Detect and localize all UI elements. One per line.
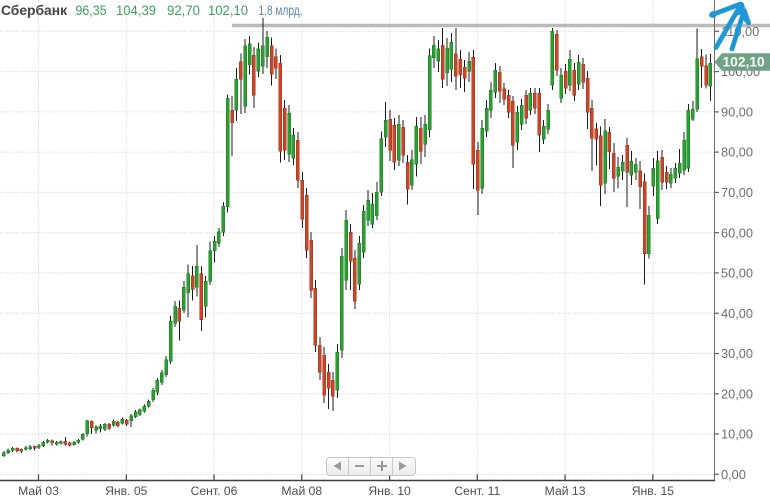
- svg-text:30,00: 30,00: [721, 346, 753, 361]
- svg-text:80,00: 80,00: [721, 145, 753, 160]
- svg-text:60,00: 60,00: [721, 225, 753, 240]
- svg-text:Янв. 10: Янв. 10: [368, 484, 411, 498]
- svg-text:92,70: 92,70: [167, 3, 200, 18]
- svg-text:70,00: 70,00: [721, 185, 753, 200]
- svg-text:Сбербанк: Сбербанк: [1, 3, 67, 18]
- svg-text:Май 13: Май 13: [545, 484, 586, 498]
- svg-text:102,10: 102,10: [208, 3, 248, 18]
- svg-text:102,10: 102,10: [723, 55, 766, 70]
- svg-text:Май 03: Май 03: [18, 484, 59, 498]
- svg-text:Сент. 11: Сент. 11: [454, 484, 500, 498]
- svg-text:110,00: 110,00: [721, 24, 759, 39]
- svg-text:10,00: 10,00: [721, 427, 753, 442]
- svg-text:Янв. 05: Янв. 05: [105, 484, 148, 498]
- svg-text:96,35: 96,35: [76, 3, 107, 18]
- svg-text:50,00: 50,00: [721, 266, 753, 281]
- svg-text:90,00: 90,00: [721, 105, 753, 120]
- svg-text:Сент. 06: Сент. 06: [191, 484, 238, 498]
- svg-text:Май 08: Май 08: [281, 484, 322, 498]
- svg-text:0,00: 0,00: [721, 467, 746, 482]
- svg-text:Янв. 15: Янв. 15: [632, 484, 675, 498]
- svg-text:104,39: 104,39: [116, 3, 156, 18]
- svg-text:1,8 млрд.: 1,8 млрд.: [259, 3, 303, 18]
- svg-text:20,00: 20,00: [721, 386, 753, 401]
- svg-text:40,00: 40,00: [721, 306, 753, 321]
